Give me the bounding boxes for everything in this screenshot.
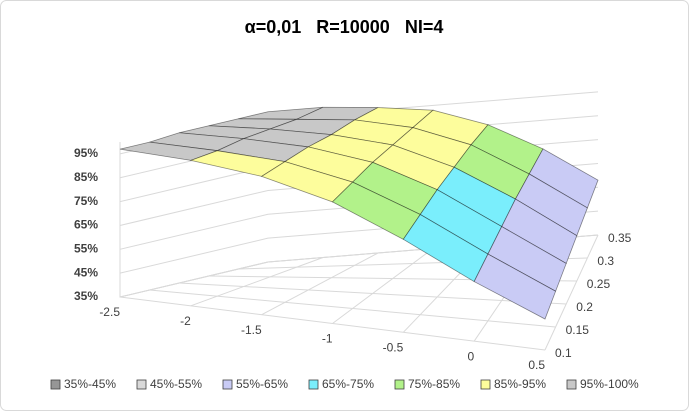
legend-swatch: [222, 379, 233, 390]
floor-grid-line: [190, 257, 324, 307]
legend-swatch: [394, 379, 405, 390]
floor-grid-line: [179, 282, 567, 305]
x-tick-label: -2: [180, 314, 191, 328]
y-tick-label: 0.35: [608, 231, 632, 245]
legend-label: 85%-95%: [494, 377, 546, 391]
x-tick-label: -1.5: [241, 323, 262, 337]
z-tick-label: 65%: [74, 218, 98, 232]
legend-label: 35%-45%: [64, 377, 116, 391]
y-tick-label: 0.3: [597, 254, 614, 268]
x-tick-label: -1: [322, 332, 333, 346]
floor-grid-line: [332, 248, 434, 324]
legend: 35%-45% 45%-55% 55%-65% 65%-75% 75%-85% 85%-9…: [50, 377, 639, 391]
legend-label: 95%-100%: [580, 377, 639, 391]
floor-grid-line: [149, 289, 556, 328]
chart-title: α=0,01 R=10000 NI=4: [245, 17, 444, 37]
z-tick-label: 75%: [74, 194, 98, 208]
y-tick-label: 0.25: [587, 277, 611, 291]
legend-label: 65%-75%: [322, 377, 374, 391]
x-tick-label: -2.5: [99, 305, 120, 319]
y-tick-label: 0.15: [566, 323, 590, 337]
surface: [119, 106, 599, 320]
z-tick-label: 95%: [74, 146, 98, 160]
z-tick-label: 35%: [74, 289, 98, 303]
legend-label: 55%-65%: [236, 377, 288, 391]
floor-grid-line: [261, 252, 379, 316]
z-tick-label: 45%: [74, 265, 98, 279]
z-tick-label: 85%: [74, 170, 98, 184]
surface-cell: [473, 253, 557, 320]
legend-swatch: [136, 379, 147, 390]
floor-grid-line: [119, 296, 546, 351]
x-tick-label: -0.5: [383, 341, 404, 355]
legend-label: 75%-85%: [408, 377, 460, 391]
z-tick-label: 55%: [74, 241, 98, 255]
y-tick-label: 0.2: [576, 300, 593, 314]
floor-grid-line: [119, 261, 269, 298]
x-tick-label: 0: [467, 349, 474, 363]
legend-label: 45%-55%: [150, 377, 202, 391]
legend-swatch: [50, 379, 61, 390]
axes: 35% 45% 55% 65% 75% 85% 95% -2.5 -2 -1.5 -1 -0.5 0 0.…: [74, 146, 632, 372]
legend-swatch: [308, 379, 319, 390]
x-tick-label: 0.5: [528, 358, 545, 372]
floor-grid-line: [544, 234, 599, 351]
legend-swatch: [566, 379, 577, 390]
y-tick-label: 0.1: [555, 346, 572, 360]
legend-swatch: [480, 379, 491, 390]
